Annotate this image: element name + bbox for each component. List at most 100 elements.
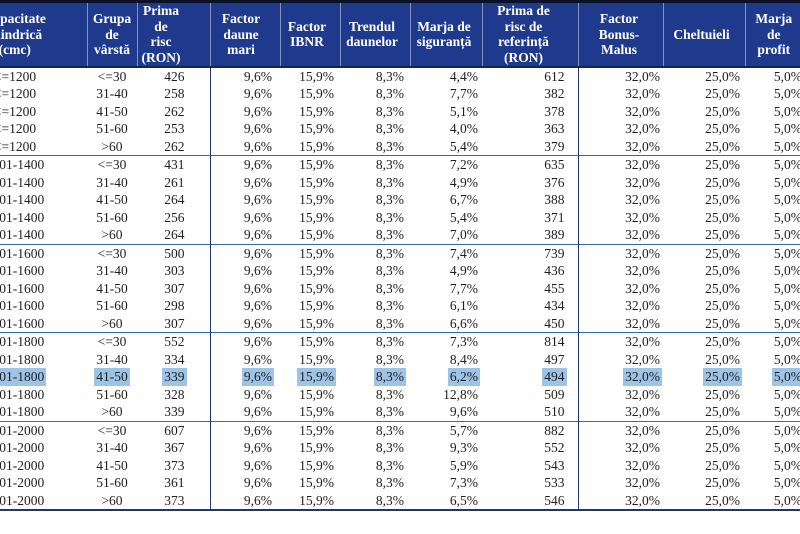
table-cell: 8,3% [340,332,410,351]
cell-value: 303 [164,263,185,278]
table-cell: 32,0% [578,120,663,138]
cell-value: 15,9% [299,245,334,261]
cell-value: 9,6% [243,227,272,242]
cell-value: 32,0% [625,404,660,419]
table-cell: 15,9% [280,85,340,103]
cell-value: 8,3% [375,121,404,136]
table-cell: 4,9% [410,262,482,280]
cell-value: 9,6% [243,440,272,455]
table-cell: 25,0% [663,174,745,192]
table-cell: 15,9% [280,138,340,156]
table-cell: 32,0% [578,67,663,86]
cell-value: 8,3% [375,174,404,190]
table-cell: <=1200 [0,85,87,103]
table-cell: 25,0% [663,420,745,439]
table-row: 1401-1600 31-40 303 9,6% 15,9% 8,3% 4,9% 436 32,… [0,262,800,280]
table-cell: 9,6% [210,368,280,386]
table-cell: 32,0% [578,103,663,121]
cell-value: 363 [544,121,565,136]
cell-value: 9,6% [243,369,272,384]
table-cell: 15,9% [280,332,340,351]
table-cell: 32,0% [578,491,663,511]
pricing-table-wrap: Capacitate cilindrică (cmc) Grupa de vâr… [0,0,800,511]
cell-value: 7,3% [449,475,478,490]
cell-value: 32,0% [625,369,660,384]
cell-value: 455 [544,280,565,296]
table-cell: 25,0% [663,280,745,298]
table-cell: 9,6% [210,351,280,369]
table-cell: 1801-2000 [0,457,87,475]
cell-value: 1601-1800 [0,369,45,384]
cell-value: 1401-1600 [0,263,45,278]
table-cell: 8,3% [340,85,410,103]
table-cell: 32,0% [578,332,663,351]
cell-value: 8,3% [375,404,404,419]
table-cell: 6,1% [410,297,482,315]
table-cell: 32,0% [578,386,663,404]
cell-value: 8,3% [375,138,404,154]
cell-value: 5,0% [773,86,800,101]
table-cell: 25,0% [663,155,745,174]
table-cell: 8,4% [410,351,482,369]
table-cell: 9,6% [210,457,280,475]
cell-value: 426 [164,68,185,84]
cell-value: 32,0% [625,386,660,402]
table-cell: 307 [137,314,211,333]
table-cell: 1601-1800 [0,403,87,421]
cell-value: 436 [544,263,565,278]
table-cell: 739 [482,243,579,262]
table-cell: 5,4% [410,209,482,227]
table-cell: 9,6% [210,332,280,351]
cell-value: 5,4% [449,209,478,225]
cell-value: 25,0% [705,334,740,349]
table-cell: 31-40 [87,351,137,369]
table-cell: 25,0% [663,262,745,280]
cell-value: 5,0% [773,263,800,278]
table-cell: 25,0% [663,191,745,209]
table-cell: 509 [482,385,579,403]
cell-value: 25,0% [705,138,740,154]
cell-value: 434 [544,298,565,313]
table-cell: 298 [137,297,211,315]
cell-value: 15,9% [299,263,334,278]
table-cell: 1801-2000 [0,474,87,492]
cell-value: 5,0% [773,492,800,508]
cell-value: >60 [101,315,123,331]
table-cell: 51-60 [87,120,137,138]
table-cell: 32,0% [578,174,663,192]
cell-value: 9,6% [243,174,272,190]
cell-value: 262 [164,103,185,119]
cell-value: 8,3% [375,298,404,313]
table-cell: 32,0% [578,474,663,492]
cell-value: 7,2% [449,157,478,172]
table-cell: 264 [137,191,211,209]
table-cell: 264 [137,226,211,244]
table-cell: 546 [482,491,579,511]
cell-value: 376 [544,174,565,190]
table-row: 1601-1800 <=30 552 9,6% 15,9% 8,3% 7,3% 814 32,0… [0,332,800,351]
cell-value: 8,3% [375,263,404,278]
cell-value: 5,0% [773,334,800,349]
table-cell: 9,6% [210,315,280,333]
cell-value: 1601-1800 [0,404,45,419]
table-cell: 15,9% [280,457,340,475]
cell-value: 9,6% [243,86,272,101]
cell-value: 5,4% [449,138,478,154]
table-cell: 8,3% [340,297,410,315]
table-cell: 25,0% [663,138,745,156]
cell-value: <=1200 [0,103,37,119]
cell-value: 5,0% [773,404,800,419]
cell-value: 25,0% [705,440,740,455]
col-header-trendul-daunelor: Trendul daunelor [340,0,411,68]
table-cell: 1801-2000 [0,491,87,511]
table-cell: 7,3% [410,332,482,351]
table-cell: >60 [87,138,137,156]
cell-value: 339 [164,369,185,384]
cell-value: 533 [544,475,565,490]
cell-value: 9,6% [243,280,272,296]
cell-value: 6,7% [449,192,478,207]
cell-value: 9,6% [243,209,272,225]
table-cell: 1401-1600 [0,315,87,333]
cell-value: 9,6% [243,492,272,508]
